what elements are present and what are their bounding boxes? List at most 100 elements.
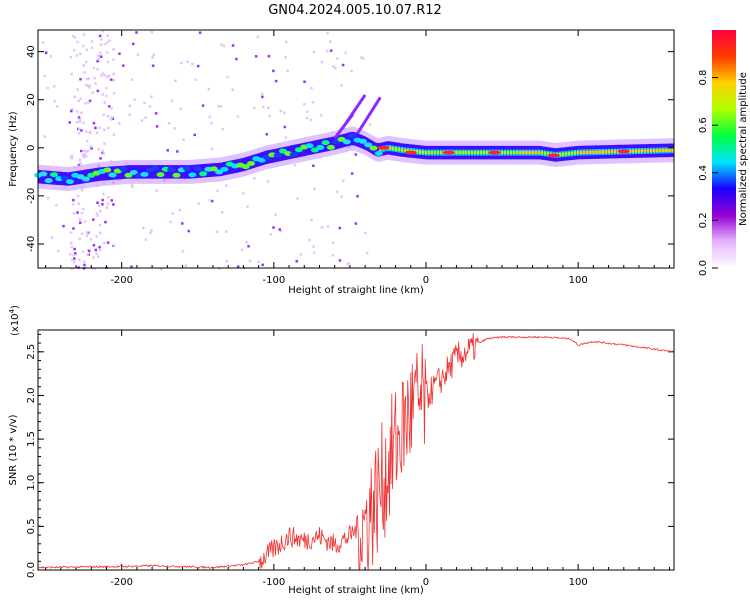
spectrogram-tone-core bbox=[601, 150, 604, 154]
spectrogram-noise-cell bbox=[240, 248, 244, 252]
spectrogram-noise-cell bbox=[130, 185, 134, 189]
spectrogram-noise-cell bbox=[196, 64, 200, 68]
spectrogram-noise-cell bbox=[148, 105, 152, 108]
spectrogram-noise-cell bbox=[71, 108, 74, 111]
spectrogram-noise-cell bbox=[108, 105, 111, 108]
spectrogram-noise-cell bbox=[198, 31, 202, 34]
spectrogram-noise-cell bbox=[50, 236, 54, 239]
spectrogram-noise-cell bbox=[96, 54, 100, 57]
spectrogram-noise-cell bbox=[80, 189, 84, 192]
spectrogram-noise-cell bbox=[106, 115, 110, 118]
spectrogram-y-tick-label: 0 bbox=[26, 145, 37, 151]
spectrogram-ridge-cell bbox=[273, 152, 282, 158]
spectrogram-noise-cell bbox=[72, 254, 76, 257]
spectrogram-noise-cell bbox=[70, 157, 74, 160]
spectrogram-tone-core bbox=[467, 151, 470, 155]
spectrogram-noise-cell bbox=[70, 72, 73, 76]
spectrogram-ridge-cell bbox=[364, 142, 373, 148]
spectrogram-ridge-cell bbox=[108, 172, 117, 178]
spectrogram-ridge-cell bbox=[140, 171, 149, 177]
spectrogram-tone-core bbox=[534, 151, 537, 155]
spectrogram-tone-core bbox=[400, 148, 404, 152]
spectrogram-ridge-cell bbox=[220, 166, 229, 172]
spectrogram-ridge-cell bbox=[326, 144, 335, 150]
spectrogram-noise-cell bbox=[201, 104, 205, 107]
spectrogram-tone-core bbox=[464, 151, 467, 155]
spectrogram-ridge-cell bbox=[321, 140, 330, 146]
spectrogram-ridge-cell bbox=[39, 171, 48, 177]
spectrogram-noise-cell bbox=[122, 64, 125, 67]
spectrogram-noise-cell bbox=[62, 224, 65, 228]
spectrogram-noise-cell bbox=[112, 79, 116, 82]
spectrogram-noise-cell bbox=[82, 207, 85, 211]
spectrogram-noise-cell bbox=[236, 265, 240, 268]
spectrogram-noise-cell bbox=[135, 31, 138, 34]
spectrogram-ridge-cell bbox=[209, 166, 218, 172]
spectrogram-tone-core bbox=[427, 151, 431, 155]
spectrogram-noise-cell bbox=[102, 241, 106, 245]
spectrogram-noise-cell bbox=[85, 234, 88, 238]
spectrogram-noise-cell bbox=[179, 107, 182, 111]
spectrogram-noise-cell bbox=[80, 129, 83, 132]
spectrogram-noise-cell bbox=[88, 99, 92, 103]
spectrogram-noise-cell bbox=[107, 126, 110, 130]
snr-x-ticks: -200 -100 0 100 bbox=[45, 330, 670, 588]
spectrogram-noise-cell bbox=[215, 230, 219, 234]
spectrogram-tone-core bbox=[546, 152, 550, 156]
spectrogram-noise-cell bbox=[106, 202, 110, 206]
spectrogram-noise-cell bbox=[53, 99, 56, 103]
spectrogram-noise-cell bbox=[98, 51, 102, 55]
spectrogram-noise-cell bbox=[80, 111, 83, 115]
spectrogram-tone-core bbox=[540, 151, 544, 155]
spectrogram-noise-cell bbox=[326, 225, 330, 228]
spectrogram-noise-cell bbox=[76, 40, 79, 44]
spectrogram-noise-cell bbox=[105, 206, 109, 209]
spectrogram-ridge-cell bbox=[103, 167, 112, 173]
spectrogram-noise-cell bbox=[286, 69, 289, 72]
spectrogram-noise-cell bbox=[89, 238, 93, 241]
spectrogram-noise-cell bbox=[356, 195, 359, 198]
spectrogram-noise-cell bbox=[332, 65, 335, 68]
spectrogram-tone-core bbox=[403, 148, 407, 152]
spectrogram-tone-core bbox=[659, 148, 662, 153]
spectrogram-noise-cell bbox=[320, 226, 324, 229]
spectrogram-noise-cell bbox=[136, 53, 140, 57]
spectrogram-tone-core bbox=[564, 152, 568, 156]
spectrogram-noise-cell bbox=[284, 136, 288, 139]
spectrogram-noise-cell bbox=[217, 104, 220, 108]
spectrogram-noise-cell bbox=[110, 199, 113, 202]
snr-x-tick-label: 100 bbox=[569, 577, 588, 588]
spectrogram-y-tick-label: -40 bbox=[26, 236, 37, 252]
spectrogram-noise-cell bbox=[241, 192, 245, 195]
spectrogram-y-tick-label: -20 bbox=[26, 188, 37, 204]
spectrogram-tone-core bbox=[415, 150, 419, 154]
spectrogram-noise-cell bbox=[87, 149, 90, 153]
spectrogram-noise-cell bbox=[41, 41, 45, 44]
spectrogram-ridge-cell bbox=[124, 172, 133, 178]
spectrogram-noise-cell bbox=[77, 163, 81, 167]
spectrogram-noise-cell bbox=[73, 252, 77, 255]
spectrogram-noise-cell bbox=[106, 51, 109, 54]
spectrogram-noise-cell bbox=[118, 122, 121, 125]
spectrogram-tone-core bbox=[634, 149, 638, 153]
spectrogram-noise-cell bbox=[144, 238, 148, 241]
spectrogram-noise-cell bbox=[140, 119, 144, 122]
spectrogram-noise-cell bbox=[253, 176, 256, 180]
spectrogram-noise-cell bbox=[329, 49, 333, 52]
spectrogram-tone-core bbox=[595, 150, 598, 154]
spectrogram-noise-cell bbox=[86, 253, 89, 257]
spectrogram-noise-cell bbox=[79, 77, 82, 81]
spectrogram-noise-cell bbox=[197, 202, 201, 205]
spectrogram-noise-cell bbox=[170, 99, 174, 102]
spectrogram-peak-cell bbox=[377, 145, 390, 150]
spectrogram-noise-cell bbox=[78, 158, 82, 162]
spectrogram-ridge-cell bbox=[151, 165, 160, 171]
spectrogram-noise-cell bbox=[130, 265, 133, 269]
spectrogram-tone-core bbox=[525, 151, 528, 155]
spectrogram-tone-core bbox=[576, 151, 580, 155]
spectrogram-noise-cell bbox=[326, 31, 329, 35]
spectrogram-ridge-cell bbox=[358, 138, 367, 144]
spectrogram-tone-core bbox=[604, 150, 607, 154]
spectrogram-tone-core bbox=[458, 151, 461, 155]
